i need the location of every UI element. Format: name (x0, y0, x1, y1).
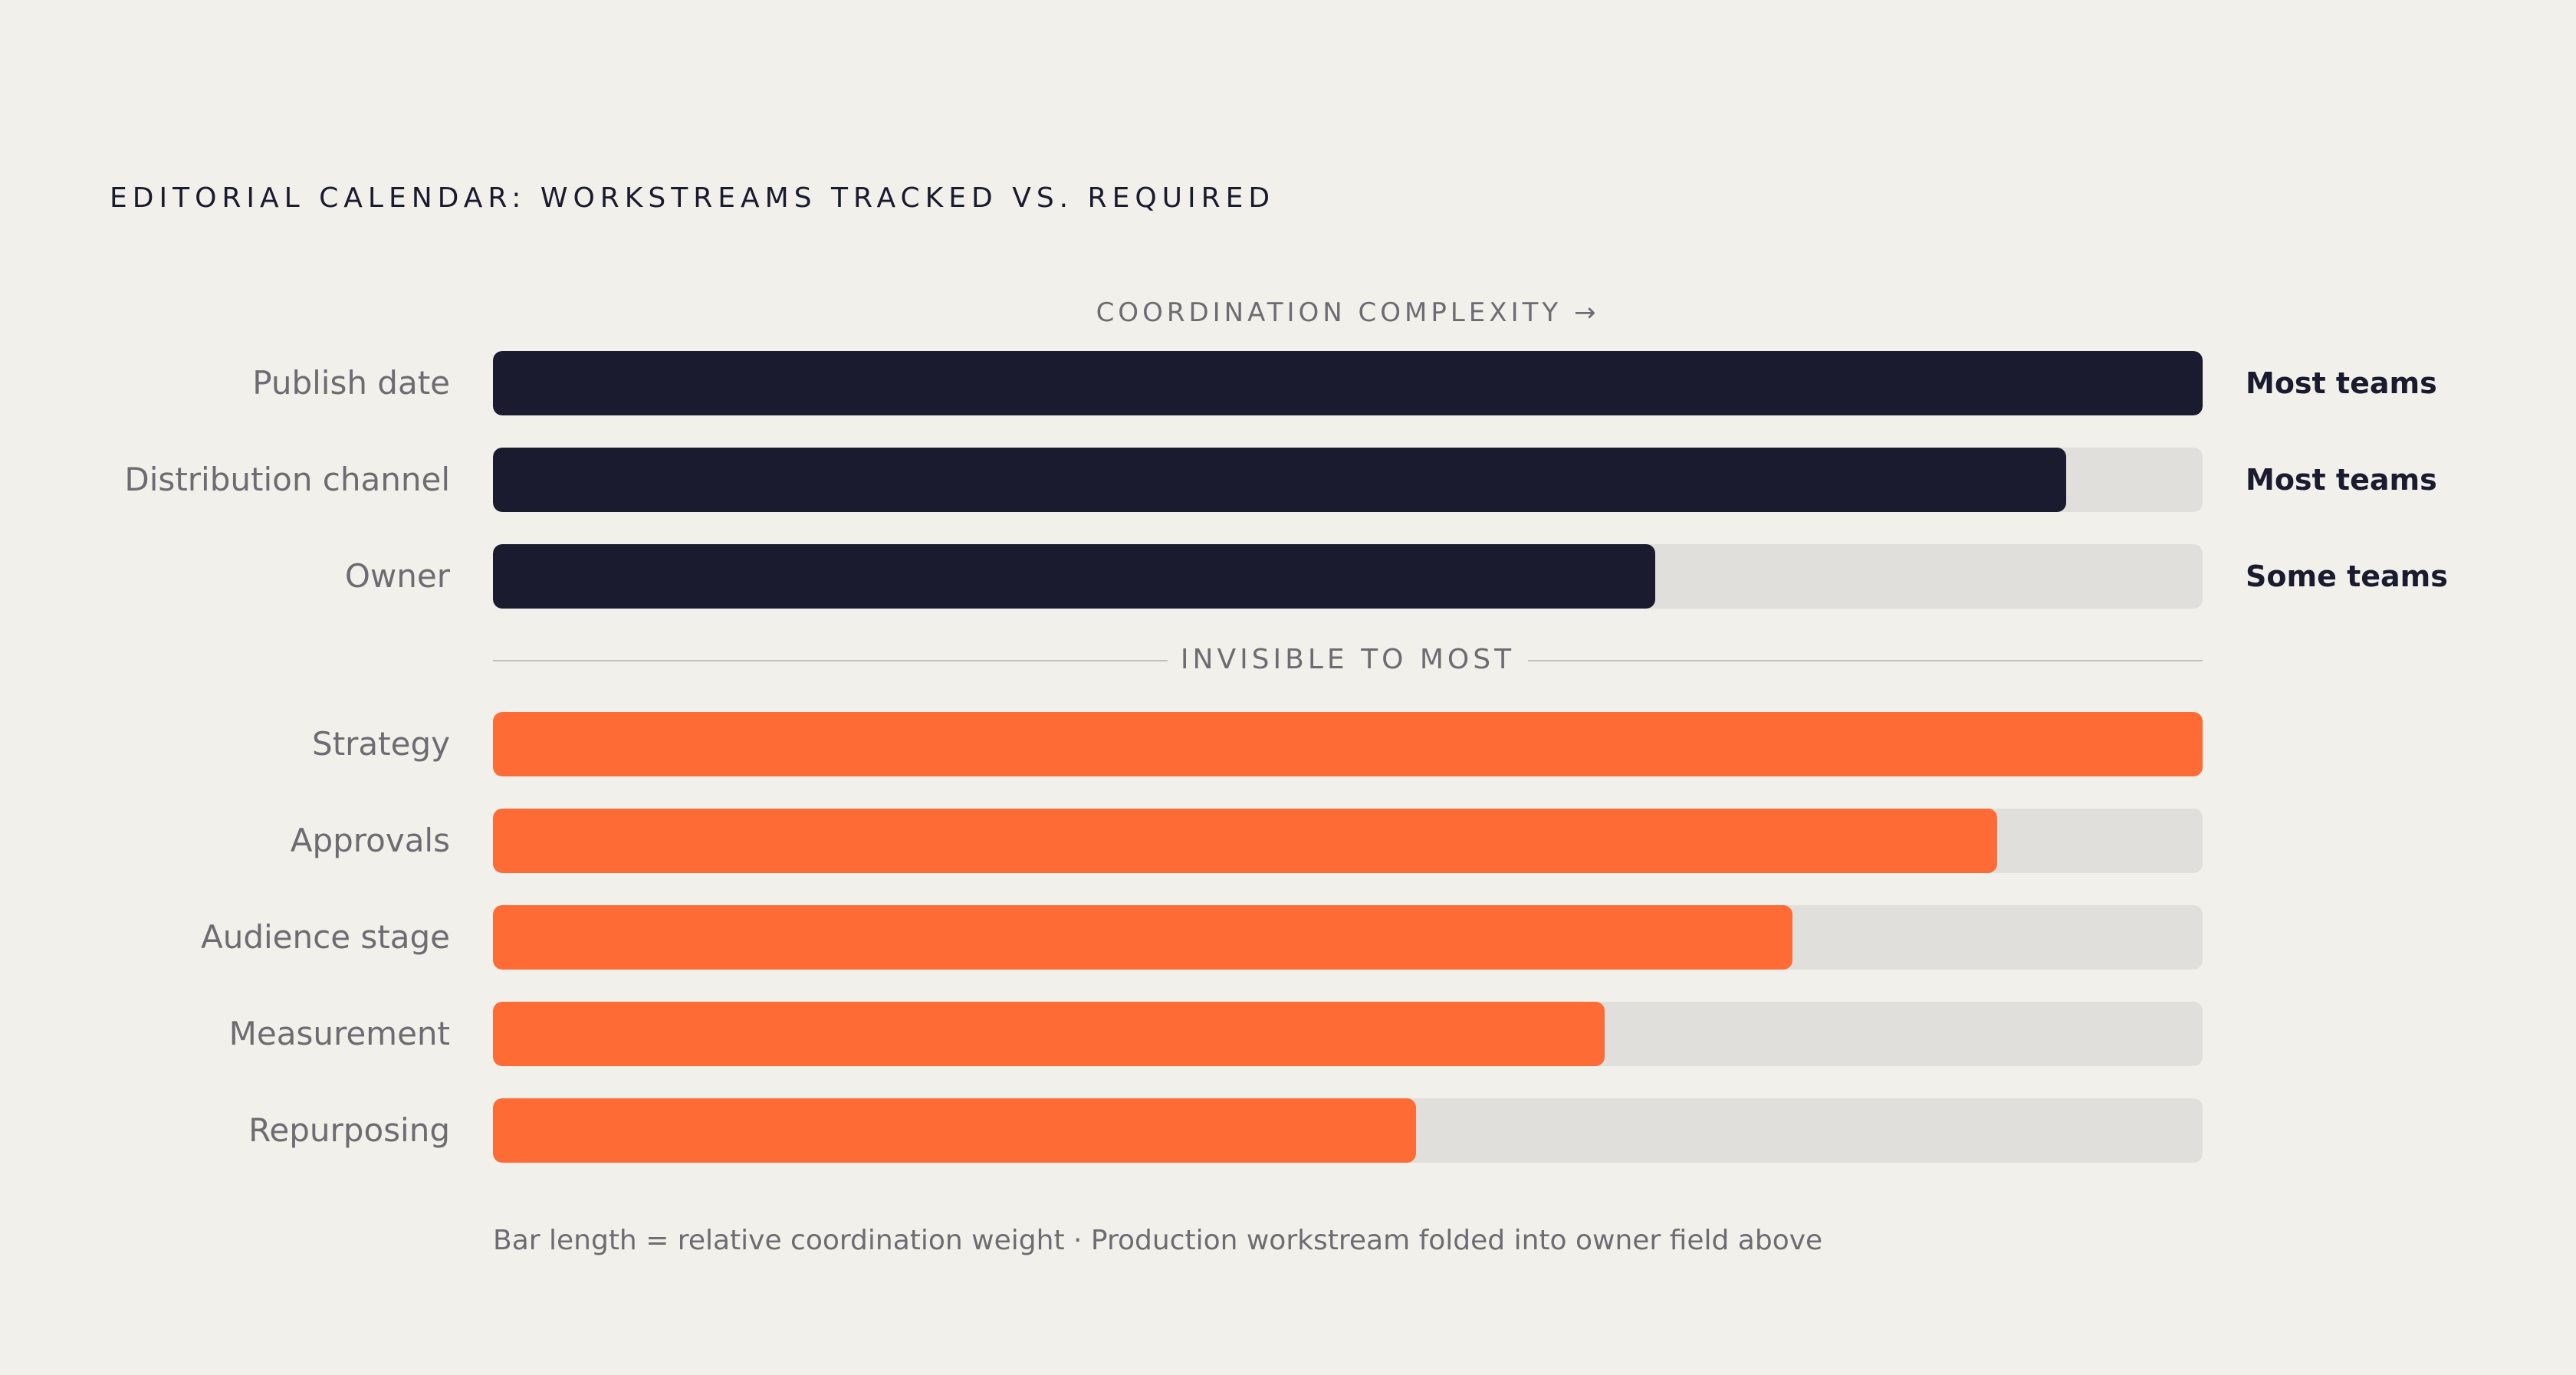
bar (493, 1002, 1605, 1066)
adoption-label: Most teams (2246, 366, 2437, 400)
bar-track (493, 712, 2203, 776)
bar-row: Publish date Most teams (0, 351, 2576, 415)
bar-row: Repurposing (0, 1098, 2576, 1163)
bar-row: Measurement (0, 1002, 2576, 1066)
bar-track (493, 905, 2203, 970)
category-label: Audience stage (200, 918, 450, 956)
bar-row: Distribution channel Most teams (0, 448, 2576, 512)
bar (493, 1098, 1417, 1163)
footnote: Bar length = relative coordination weigh… (493, 1225, 1823, 1256)
group-divider: INVISIBLE TO MOST (493, 644, 2203, 676)
divider-label: INVISIBLE TO MOST (1180, 644, 1516, 675)
bar (493, 809, 1998, 873)
bar (493, 351, 2203, 415)
bar-track (493, 448, 2203, 512)
category-label: Publish date (252, 364, 450, 402)
category-label: Measurement (228, 1015, 450, 1052)
adoption-label: Most teams (2246, 463, 2437, 497)
bar-track (493, 1098, 2203, 1163)
bar (493, 712, 2203, 776)
axis-label: COORDINATION COMPLEXITY → (1096, 297, 1600, 328)
bar (493, 448, 2066, 512)
divider-line-left (493, 660, 1168, 661)
bar-track (493, 544, 2203, 609)
bar (493, 544, 1656, 609)
bar-track (493, 1002, 2203, 1066)
bar-track (493, 351, 2203, 415)
category-label: Owner (344, 557, 450, 595)
adoption-label: Some teams (2246, 560, 2448, 593)
category-label: Approvals (290, 822, 450, 859)
category-label: Distribution channel (124, 461, 450, 498)
bar-row: Strategy (0, 712, 2576, 776)
divider-line-right (1528, 660, 2203, 661)
category-label: Repurposing (248, 1111, 450, 1149)
bar-track (493, 809, 2203, 873)
bar-row: Owner Some teams (0, 544, 2576, 609)
bar-row: Audience stage (0, 905, 2576, 970)
bar-row: Approvals (0, 809, 2576, 873)
chart-title: EDITORIAL CALENDAR: WORKSTREAMS TRACKED … (110, 182, 1276, 214)
bar (493, 905, 1792, 970)
category-label: Strategy (312, 725, 450, 763)
